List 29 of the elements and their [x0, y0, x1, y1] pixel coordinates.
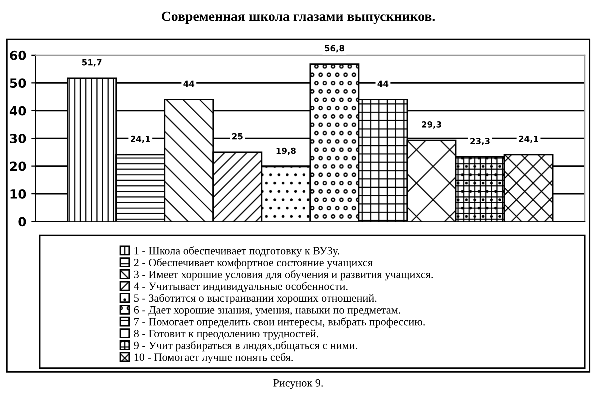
- data-label: 44: [378, 80, 389, 87]
- legend-label: 5 - Заботится о выстраивании хороших отношений.: [134, 294, 377, 304]
- y-tick-label: 50: [10, 78, 26, 88]
- y-tick-label: 40: [10, 106, 26, 116]
- chart-title: Современная школа глазами выпускников.: [162, 12, 436, 24]
- data-label: 25: [232, 133, 243, 140]
- data-label: 19,8: [276, 148, 296, 156]
- y-tick-label: 60: [10, 50, 26, 60]
- legend-label: 9 - Учит разбираться в людях,общаться с ними.: [134, 341, 358, 352]
- y-tick-label: 20: [10, 162, 26, 172]
- legend-label: 2 - Обеспечивает комфортное состояние учащихся: [134, 258, 373, 269]
- y-tick-label: 0: [18, 217, 26, 227]
- data-label: 24,1: [519, 136, 538, 144]
- data-label: 23,3: [470, 138, 490, 146]
- y-tick-label: 10: [10, 190, 26, 199]
- legend-label: 1 - Школа обеспечивает подготовку к ВУЗу.: [134, 246, 340, 257]
- legend-label: 7 - Помогает определить свои интересы, выбрать профессию.: [134, 318, 425, 328]
- legend-label: 6 - Дает хорошие знания, умения, навыки по предметам.: [134, 306, 400, 316]
- data-label: 56,8: [325, 45, 344, 53]
- legend-label: 10 - Помогает лучше понять себя.: [134, 353, 293, 364]
- y-tick-label: 30: [10, 134, 26, 144]
- legend-label: 3 - Имеет хорошие условия для обучения и развития учащихся.: [134, 270, 434, 281]
- data-label: 29,3: [422, 122, 442, 129]
- data-label: 51,7: [82, 60, 102, 67]
- text: Рисунок 9.: [274, 379, 324, 390]
- data-label: 44: [184, 80, 195, 87]
- data-label: 24,1: [131, 136, 150, 144]
- legend-label: 8 - Готовит к преодолению трудностей.: [134, 330, 318, 340]
- legend-label: 4 - Учитывает индивидуальные особенности.: [134, 282, 348, 293]
